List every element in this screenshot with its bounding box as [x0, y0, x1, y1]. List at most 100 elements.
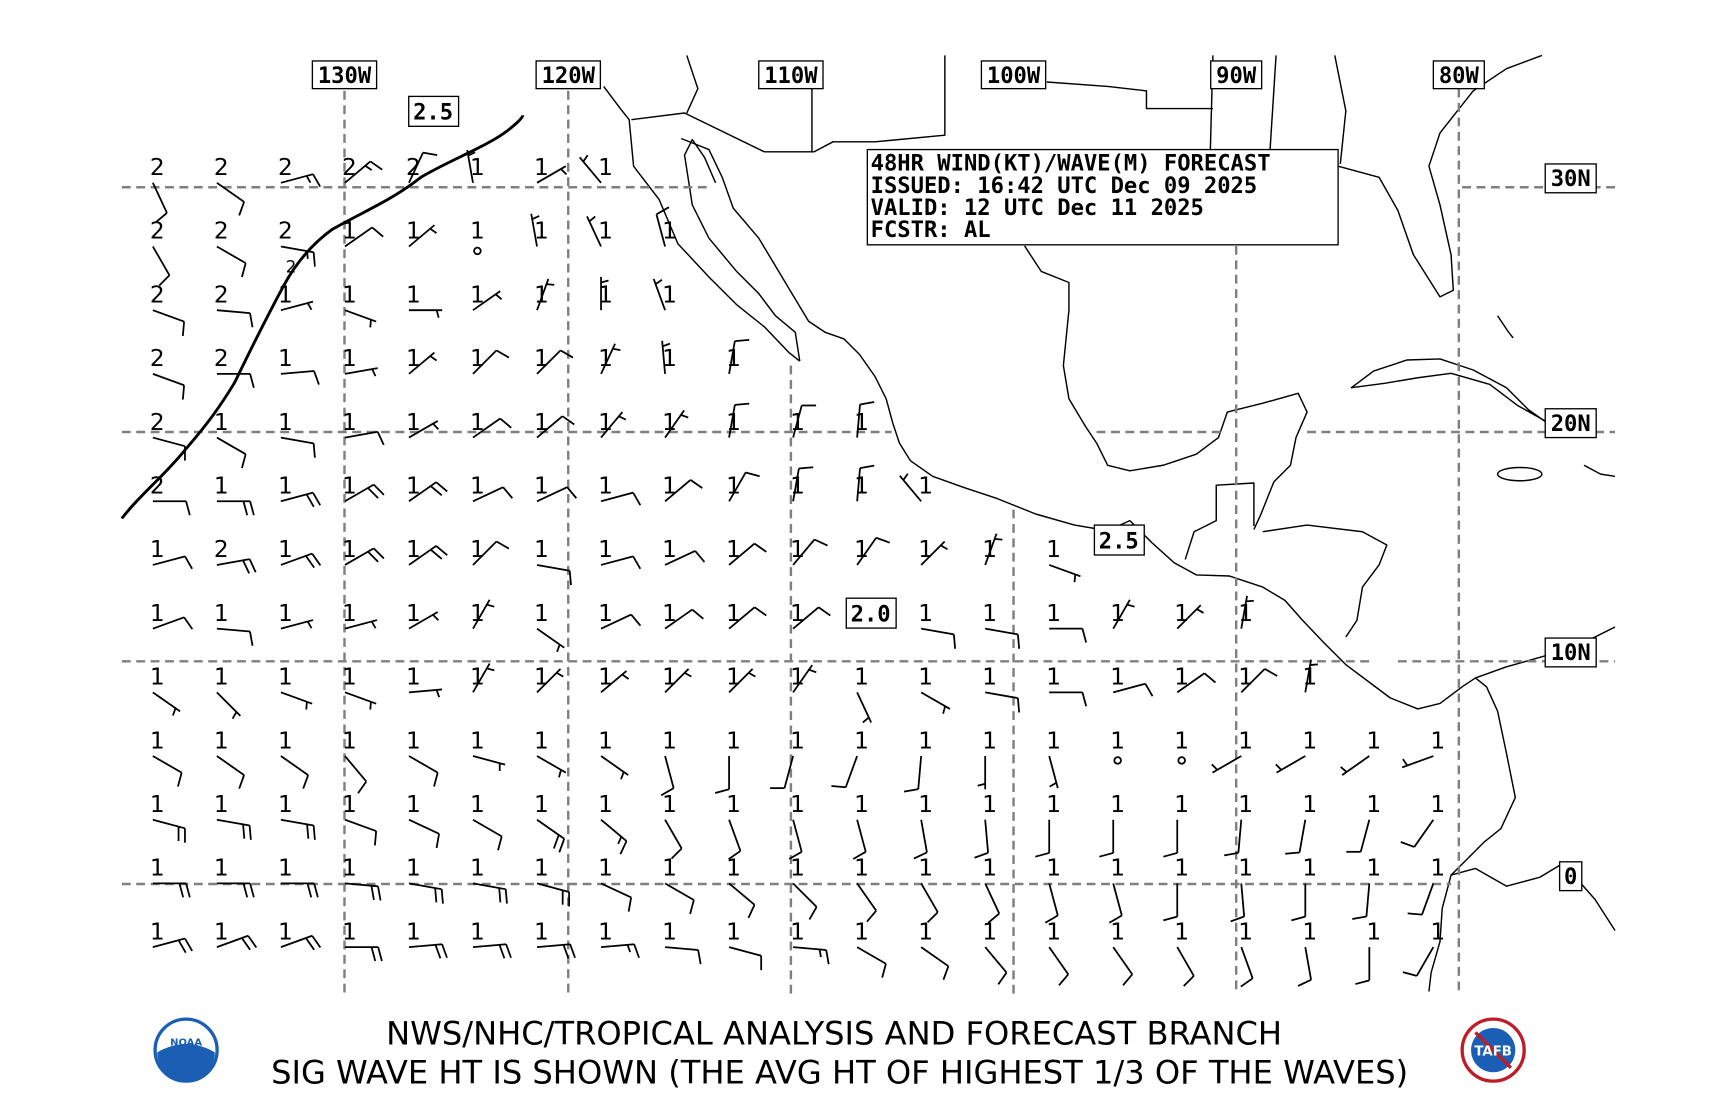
wind-barb-full	[997, 972, 1008, 985]
wind-barb-half	[684, 671, 692, 678]
wind-barb-staff	[856, 882, 877, 912]
wave-height-value: 1	[342, 855, 357, 882]
wind-barb	[600, 882, 633, 912]
wave-height-value: 1	[470, 281, 485, 308]
wind-barb-full	[249, 501, 255, 516]
wind-barb	[664, 479, 703, 502]
wave-height-value: 2	[406, 154, 421, 181]
wind-barb-staff	[536, 349, 562, 375]
wind-barb-half	[1126, 603, 1135, 608]
wind-barb-half	[808, 668, 817, 674]
wind-barb-full	[633, 943, 640, 959]
wind-barb-staff	[856, 819, 867, 853]
wind-barb	[920, 691, 951, 714]
wind-barb-staff	[152, 246, 171, 276]
wave-height-value: 2	[214, 281, 229, 308]
wind-barb-full	[562, 944, 570, 959]
wind-barb	[280, 300, 314, 312]
wind-barb-full	[788, 851, 803, 860]
wind-barb-staff	[792, 468, 800, 502]
wind-barb-half	[942, 705, 946, 714]
wind-barb-half	[1402, 758, 1409, 767]
wind-barb-full	[714, 788, 730, 794]
wind-barb-staff	[536, 564, 570, 572]
wind-barb	[408, 420, 440, 439]
wind-barb-full	[569, 943, 576, 959]
wave-height-value: 1	[662, 855, 677, 882]
wind-barb	[216, 882, 255, 898]
wind-barb	[664, 409, 689, 439]
wind-barb-full	[1203, 672, 1217, 684]
wind-barb-half	[818, 949, 822, 958]
wind-barb	[344, 547, 385, 566]
wind-barb-full	[690, 479, 703, 489]
wind-barb	[1163, 883, 1179, 922]
wind-barb	[664, 882, 695, 915]
wave-height-value: 2	[278, 218, 293, 245]
wave-height-value: 2	[150, 154, 165, 181]
wind-barb-staff	[792, 882, 818, 908]
noaa-logo: NOAA	[153, 1017, 219, 1083]
wind-barb-full	[558, 838, 566, 853]
wind-barb	[216, 245, 247, 278]
wind-barb-full	[825, 949, 830, 965]
wind-barb-staff	[600, 343, 616, 375]
wind-barb-staff	[578, 156, 602, 184]
wave-height-value: 1	[662, 727, 677, 754]
wind-barb-staff	[600, 819, 628, 842]
wind-barb-staff	[152, 182, 168, 214]
tafb-logo-text: TAFB	[1474, 1045, 1512, 1060]
wave-height-value: 2	[214, 536, 229, 563]
wind-barb-staff	[280, 173, 314, 184]
wind-barb-full	[312, 173, 321, 188]
forecast-info-box: 48HR WIND(KT)/WAVE(M) FORECAST ISSUED: 1…	[866, 148, 1339, 246]
wind-barb-staff	[1240, 883, 1246, 917]
wind-barb-staff	[1240, 668, 1266, 693]
wind-barb	[536, 165, 568, 184]
wave-height-value: 1	[662, 918, 677, 945]
wind-barb	[280, 552, 322, 569]
wave-height-value: 1	[854, 855, 869, 882]
wind-barb-full	[747, 904, 756, 919]
wind-barb	[984, 533, 1003, 566]
wind-barb-half	[1340, 766, 1348, 773]
wind-barb	[660, 755, 675, 797]
wind-barb	[280, 934, 322, 951]
wind-barb-staff	[661, 340, 666, 374]
wind-barb-half	[432, 423, 440, 430]
wind-barb	[344, 160, 383, 184]
wind-barb-staff	[344, 226, 373, 248]
wind-barb-half	[435, 689, 441, 698]
wave-height-value: 1	[918, 473, 933, 500]
wind-barb-full	[185, 501, 191, 516]
wind-barb	[1340, 755, 1370, 776]
wind-barb	[472, 349, 510, 375]
wind-barb	[280, 491, 321, 508]
wind-barb-full	[305, 937, 315, 951]
wave-height-value: 1	[278, 345, 293, 372]
wind-barb-full	[241, 262, 247, 278]
wind-barb	[472, 486, 514, 503]
wind-barb-staff	[280, 619, 314, 630]
wind-barb-staff	[408, 545, 437, 566]
wave-height-value: 1	[342, 473, 357, 500]
wave-height-value: 1	[790, 855, 805, 882]
texas-border	[1046, 81, 1213, 110]
wind-barb-full	[306, 824, 310, 839]
wind-barb-full	[496, 349, 510, 359]
wind-barb-full	[430, 549, 443, 560]
wave-height-value: 1	[1366, 918, 1381, 945]
wind-barb-staff	[344, 755, 367, 783]
wave-height-value: 1	[1430, 918, 1445, 945]
wave-height-value: 1	[470, 154, 485, 181]
wave-height-value: 1	[662, 473, 677, 500]
wind-barb-full	[627, 897, 633, 912]
wind-barb-staff	[152, 436, 186, 448]
wind-barb	[216, 627, 254, 646]
wind-barb	[664, 608, 704, 630]
wave-height-value: 1	[790, 791, 805, 818]
wind-barb-staff	[728, 472, 747, 502]
lon-label-130w: 130W	[318, 63, 372, 89]
wind-barb	[1048, 755, 1059, 789]
wave-height-value: 1	[918, 918, 933, 945]
